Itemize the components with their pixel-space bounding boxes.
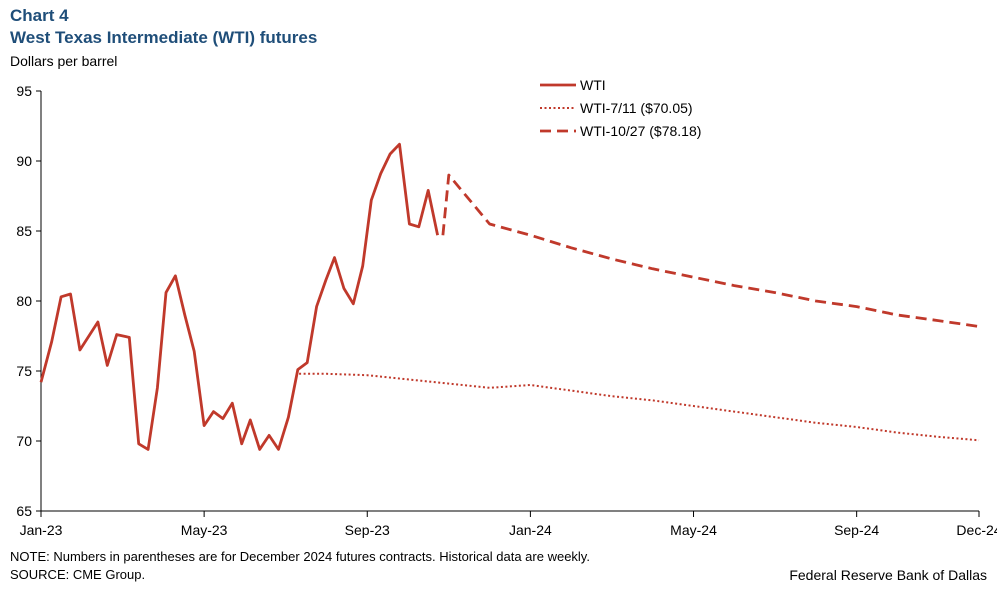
y-tick-label: 75 <box>16 363 32 379</box>
x-tick-label: May-23 <box>181 522 228 538</box>
footnote: NOTE: Numbers in parentheses are for Dec… <box>10 549 590 564</box>
y-tick-label: 70 <box>16 433 32 449</box>
series-line-dashed <box>441 173 980 328</box>
x-tick-label: May-24 <box>670 522 717 538</box>
x-tick-label: Sep-23 <box>345 522 390 538</box>
credit-line: Federal Reserve Bank of Dallas <box>789 567 987 583</box>
y-tick-label: 65 <box>16 503 32 519</box>
x-tick-label: Dec-24 <box>956 522 997 538</box>
series-line-solid <box>39 142 439 451</box>
x-tick-label: Jan-24 <box>509 522 552 538</box>
x-tick-label: Jan-23 <box>20 522 63 538</box>
y-tick-label: 85 <box>16 223 32 239</box>
series-line-dotted <box>299 372 980 442</box>
legend-label: WTI-7/11 ($70.05) <box>580 100 693 116</box>
y-tick-label: 90 <box>16 153 32 169</box>
chart-number: Chart 4 <box>10 6 69 25</box>
x-tick-label: Sep-24 <box>834 522 879 538</box>
y-tick-label: 80 <box>16 293 32 309</box>
legend-label: WTI <box>580 77 606 93</box>
source-note: SOURCE: CME Group. <box>10 567 146 582</box>
legend-label: WTI-10/27 ($78.18) <box>580 123 701 139</box>
y-tick-label: 95 <box>16 83 32 99</box>
chart-title: West Texas Intermediate (WTI) futures <box>10 28 318 47</box>
y-axis-unit-label: Dollars per barrel <box>10 53 118 69</box>
